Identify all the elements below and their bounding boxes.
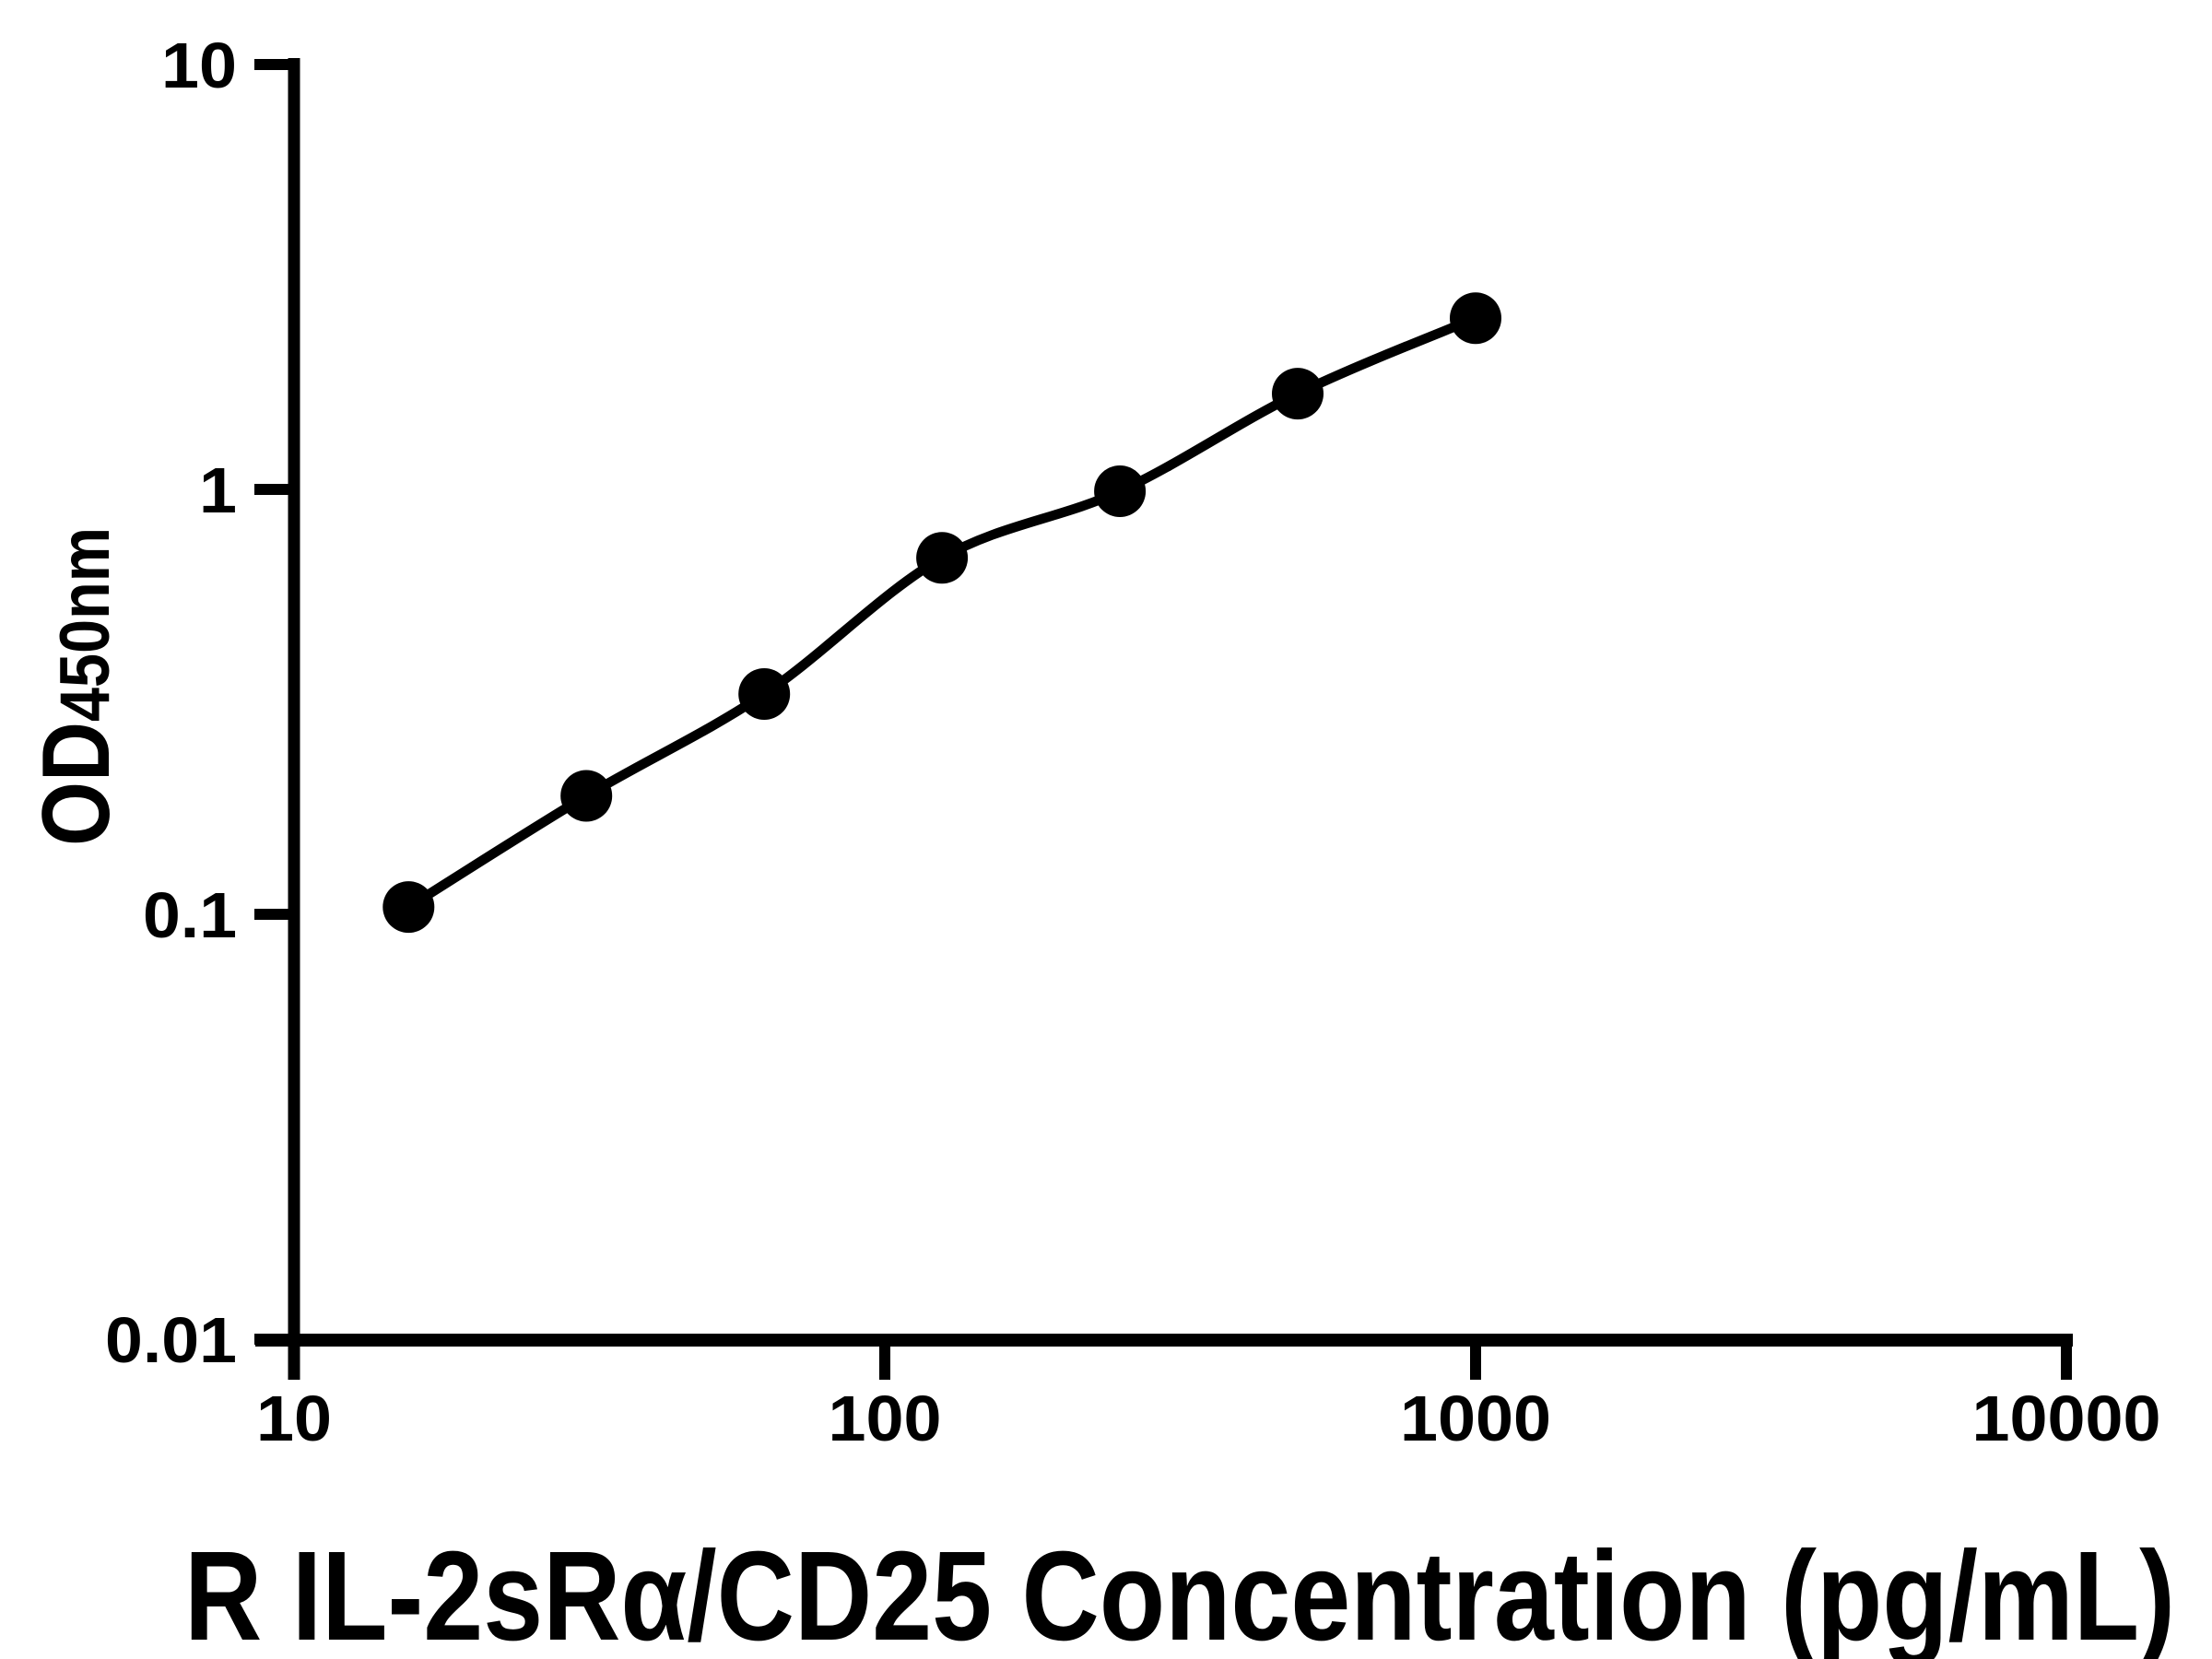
data-point-marker — [382, 881, 435, 934]
x-tick-label: 10000 — [1972, 1382, 2161, 1454]
axes — [255, 58, 2073, 1380]
x-tick-label: 1000 — [1400, 1382, 1551, 1454]
y-tick-label: 10 — [161, 29, 237, 101]
data-point-marker — [1450, 292, 1501, 345]
y-axis-title-main: OD — [23, 722, 130, 846]
x-axis-title: R IL-2sRα/CD25 Concentration (pg/mL) — [184, 1525, 2175, 1659]
y-tick-label: 1 — [199, 454, 237, 526]
y-axis-ticks: 10 1 0.1 0.01 — [105, 29, 294, 1376]
y-tick-label: 0.1 — [143, 879, 237, 951]
data-point-marker — [916, 532, 969, 584]
x-tick-label: 100 — [829, 1382, 942, 1454]
y-tick-label: 0.01 — [105, 1304, 237, 1376]
y-axis-title-subscript: 450nm — [46, 527, 124, 722]
data-point-marker — [560, 770, 613, 822]
data-point-marker — [1094, 465, 1147, 517]
data-points — [382, 292, 1501, 934]
data-point-marker — [738, 668, 791, 720]
data-point-marker — [1272, 368, 1324, 420]
x-axis-ticks: 10 100 1000 10000 — [256, 1340, 2161, 1454]
x-tick-label: 10 — [256, 1382, 332, 1454]
